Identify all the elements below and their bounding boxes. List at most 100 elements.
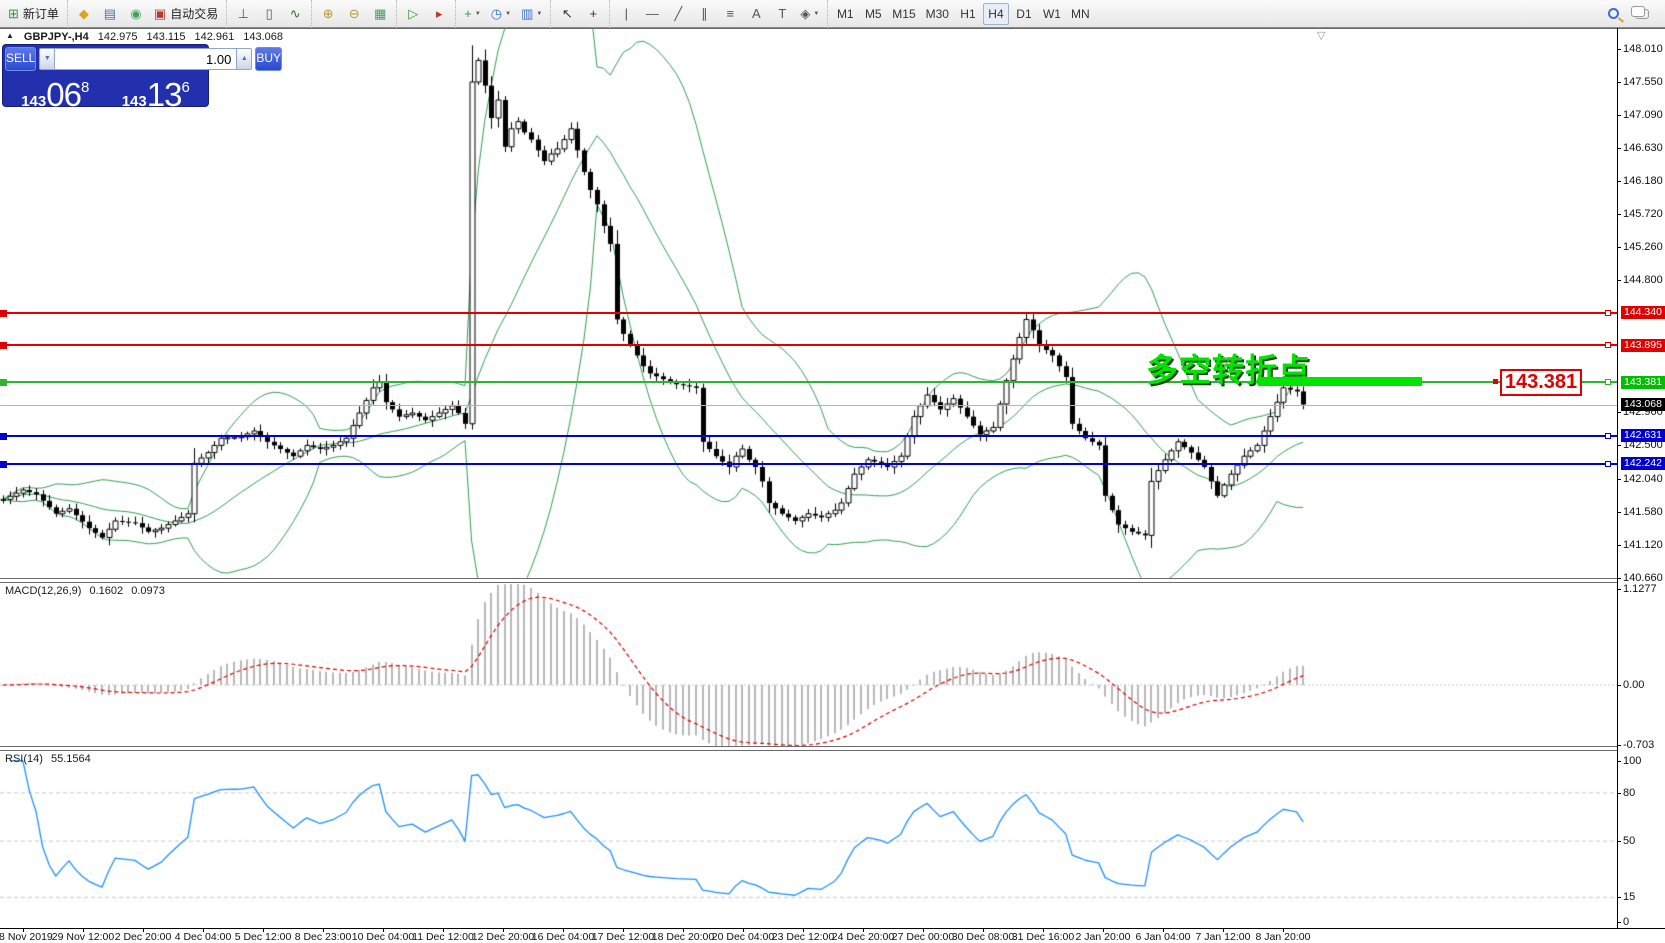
hline-right-anchor[interactable] (1605, 460, 1611, 467)
hline-right-anchor[interactable] (1605, 309, 1611, 316)
price-tick-label: 142.040 (1623, 472, 1663, 485)
data-window-icon[interactable]: ▤ (98, 3, 122, 25)
hline-right-anchor[interactable] (1605, 432, 1611, 439)
horizontal-line-object[interactable] (0, 434, 1617, 437)
chart-shift-marker[interactable]: ▽ (1317, 30, 1326, 42)
macd-panel-divider[interactable] (0, 578, 1617, 583)
zoom-out-button[interactable]: ⊖ (342, 3, 366, 25)
macd-scale-label: 1.1277 (1623, 582, 1657, 595)
chart-shift-button[interactable]: ▸ (427, 3, 451, 25)
autotrading-button[interactable]: ▣ 自动交易 (150, 3, 222, 25)
buy-button[interactable]: BUY (255, 47, 283, 71)
volume-decrease-button[interactable]: ▼ (39, 48, 56, 70)
templates-button-icon: ▥ (521, 6, 534, 21)
hline-left-anchor[interactable] (0, 309, 7, 317)
annotation-highlight-bar[interactable] (1258, 377, 1422, 386)
time-tick-mark (263, 929, 264, 932)
hline-right-anchor[interactable] (1605, 379, 1611, 385)
price-line-label: 142.242 (1621, 457, 1665, 471)
trendline-button-icon: ╱ (674, 6, 683, 21)
timeframe-m1[interactable]: M1 (832, 3, 858, 25)
cursor-button[interactable]: ↖ (555, 3, 579, 25)
one-click-trading-panel: SELL ▼ ▲ BUY 143068 143136 (2, 44, 283, 112)
text-label-button-icon: T (778, 6, 787, 21)
hline-left-anchor[interactable] (0, 432, 7, 440)
buy-price[interactable]: 143136 (106, 71, 207, 112)
tile-windows-button[interactable]: ▦ (368, 3, 392, 25)
chat-icon[interactable] (1631, 5, 1649, 19)
periods-button-dropdown-arrow[interactable]: ▼ (505, 10, 512, 17)
sell-price-prefix: 143 (21, 93, 47, 110)
crosshair-button[interactable]: + (581, 3, 605, 25)
price-callout-anchor (1493, 379, 1498, 384)
timeframe-d1[interactable]: D1 (1011, 3, 1037, 25)
periods-button[interactable]: ◷ ▼ (487, 3, 515, 25)
time-axis-label: 16 Dec 04:00 (531, 931, 595, 943)
gem-icon[interactable]: ◆ (72, 3, 96, 25)
rsi-scale-label: 50 (1623, 835, 1636, 848)
arrows-button-dropdown-arrow[interactable]: ▼ (813, 10, 820, 17)
timeframe-h1[interactable]: H1 (955, 3, 981, 25)
timeframe-m5[interactable]: M5 (860, 3, 886, 25)
buy-price-sup: 6 (181, 79, 190, 96)
text-button[interactable]: A (744, 3, 768, 25)
time-axis-label: 23 Dec 12:00 (771, 931, 835, 943)
rsi-scale-label: 80 (1623, 786, 1636, 799)
order-group: ⊞ 新订单 (0, 0, 67, 28)
indicators-button-dropdown-arrow[interactable]: ▼ (474, 10, 481, 17)
horizontal-line-button[interactable]: — (640, 3, 664, 25)
timeframe-m1-label: M1 (836, 6, 854, 21)
horizontal-line-object[interactable] (0, 381, 1617, 383)
price-tick-label: 147.550 (1623, 76, 1663, 88)
hline-left-anchor[interactable] (0, 460, 7, 468)
indicators-button-icon: + (464, 6, 472, 21)
timeframe-mn[interactable]: MN (1067, 3, 1094, 25)
oneclick-collapse-arrow[interactable]: ▲ (6, 31, 14, 40)
volume-increase-button[interactable]: ▲ (236, 48, 253, 70)
navigator-icon[interactable]: ◉ (124, 3, 148, 25)
price-tick-mark (1617, 279, 1621, 281)
text-label-button[interactable]: T (770, 3, 794, 25)
price-tick-label: 148.010 (1623, 42, 1663, 55)
search-icon[interactable] (1608, 8, 1619, 19)
timeframe-w1[interactable]: W1 (1039, 3, 1065, 25)
hline-left-anchor[interactable] (0, 342, 7, 350)
bar-chart-button[interactable]: ⊥ (231, 3, 255, 25)
horizontal-line-object[interactable] (0, 344, 1617, 347)
templates-button-dropdown-arrow[interactable]: ▼ (536, 10, 543, 17)
new-order-button[interactable]: ⊞ 新订单 (4, 3, 63, 25)
auto-scroll-button[interactable]: ▷ (401, 3, 425, 25)
rsi-tick-mark (1617, 921, 1621, 923)
line-chart-button[interactable]: ∿ (283, 3, 307, 25)
hline-right-anchor[interactable] (1605, 342, 1611, 349)
chart-canvas[interactable] (0, 28, 1617, 928)
horizontal-line-object[interactable] (0, 462, 1617, 465)
vertical-line-button[interactable]: | (614, 3, 638, 25)
time-axis-label: 2 Dec 20:00 (114, 931, 172, 943)
time-tick-mark (983, 929, 984, 932)
hline-left-anchor[interactable] (0, 379, 7, 386)
price-callout-box[interactable]: 143.381 (1500, 369, 1582, 396)
time-tick-mark (743, 929, 744, 932)
chart-title: ▲ GBPJPY-,H4 142.975 143.115 142.961 143… (6, 31, 283, 43)
volume-input[interactable] (55, 48, 237, 70)
horizontal-line-object[interactable] (0, 311, 1617, 314)
price-line-label: 143.895 (1621, 338, 1665, 352)
sell-button[interactable]: SELL (5, 47, 37, 71)
zoom-in-button[interactable]: ⊕ (316, 3, 340, 25)
trendline-button[interactable]: ╱ (666, 3, 690, 25)
timeframe-h4[interactable]: H4 (982, 2, 1009, 25)
time-axis-label: 30 Dec 08:00 (951, 931, 1015, 943)
sell-price[interactable]: 143068 (5, 71, 106, 112)
channel-button[interactable]: ∥ (692, 3, 716, 25)
timeframe-m15[interactable]: M15 (888, 3, 919, 25)
arrows-button[interactable]: ◈ ▼ (796, 3, 823, 25)
rsi-panel-divider[interactable] (0, 746, 1617, 751)
rsi-tick-mark (1617, 760, 1621, 762)
indicators-button[interactable]: + ▼ (460, 3, 485, 25)
templates-button[interactable]: ▥ ▼ (517, 3, 546, 25)
fibonacci-button[interactable]: ≡ (718, 3, 742, 25)
timeframe-m30[interactable]: M30 (922, 3, 953, 25)
candlestick-chart-button[interactable]: ▯ (257, 3, 281, 25)
